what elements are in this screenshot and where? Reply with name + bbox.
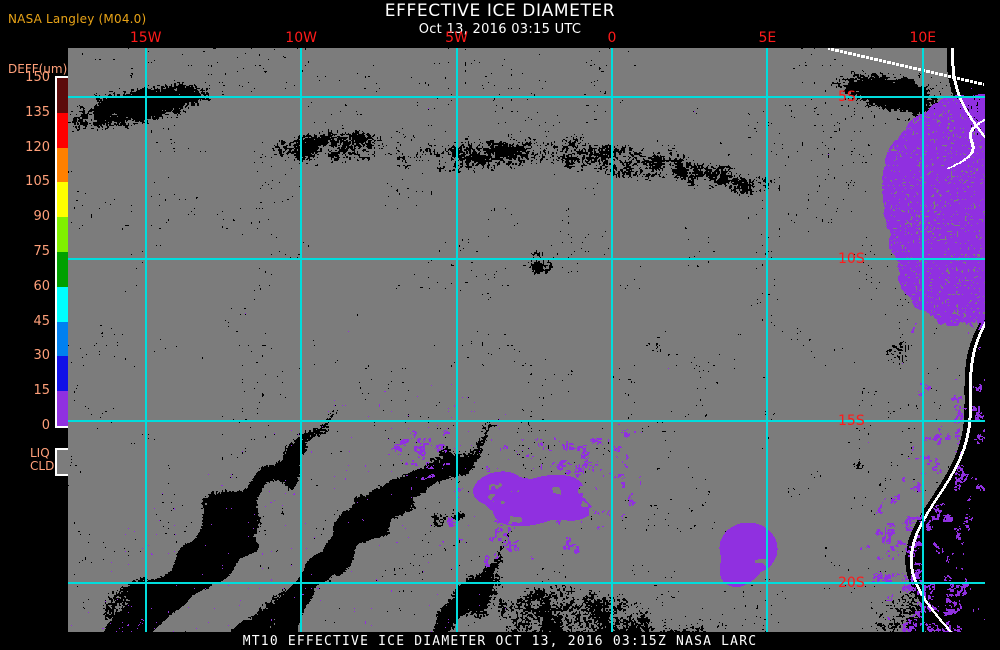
lat-label-15S: 15S: [838, 413, 865, 430]
colorbar-tick-60: 60: [33, 278, 50, 294]
lon-label-5E: 5E: [758, 30, 777, 46]
page-subtitle: Oct 13, 2016 03:15 UTC: [418, 22, 582, 37]
lat-label-20S: 20S: [838, 575, 865, 592]
colorbar-title: DEFF(um): [8, 62, 68, 76]
lon-label-10W: 10W: [285, 30, 317, 46]
lon-label-0: 0: [607, 30, 617, 46]
page-title: EFFECTIVE ICE DIAMETER: [384, 1, 616, 21]
colorbar-tick-15: 15: [33, 383, 50, 399]
liq-cld-legend-label: LIQ CLD: [30, 447, 60, 473]
colorbar-tick-30: 30: [33, 348, 50, 364]
colorbar-tick-0: 0: [41, 418, 50, 433]
footer-bar: MT10 EFFECTIVE ICE DIAMETER OCT 13, 2016…: [0, 633, 1000, 650]
lat-label-10S: 10S: [838, 250, 865, 267]
colorbar-tick-45: 45: [33, 313, 50, 329]
colorbar-tick-90: 90: [33, 209, 50, 225]
lon-label-5W: 5W: [445, 30, 468, 46]
lon-label-10E: 10E: [909, 30, 937, 46]
liq-line1: LIQ: [30, 446, 50, 460]
lon-label-15W: 15W: [129, 30, 162, 46]
colorbar-tick-150: 150: [25, 70, 50, 85]
lat-label-5S: 5S: [838, 88, 856, 105]
liq-line2: CLD: [30, 459, 55, 473]
colorbar-tick-120: 120: [25, 139, 50, 155]
colorbar-tick-105: 105: [25, 174, 50, 190]
satellite-map[interactable]: [68, 48, 985, 632]
provider-label: NASA Langley (M04.0): [8, 12, 147, 26]
colorbar-tick-135: 135: [25, 104, 50, 120]
colorbar-tick-75: 75: [33, 244, 50, 259]
footer-text: MT10 EFFECTIVE ICE DIAMETER OCT 13, 2016…: [242, 634, 758, 649]
